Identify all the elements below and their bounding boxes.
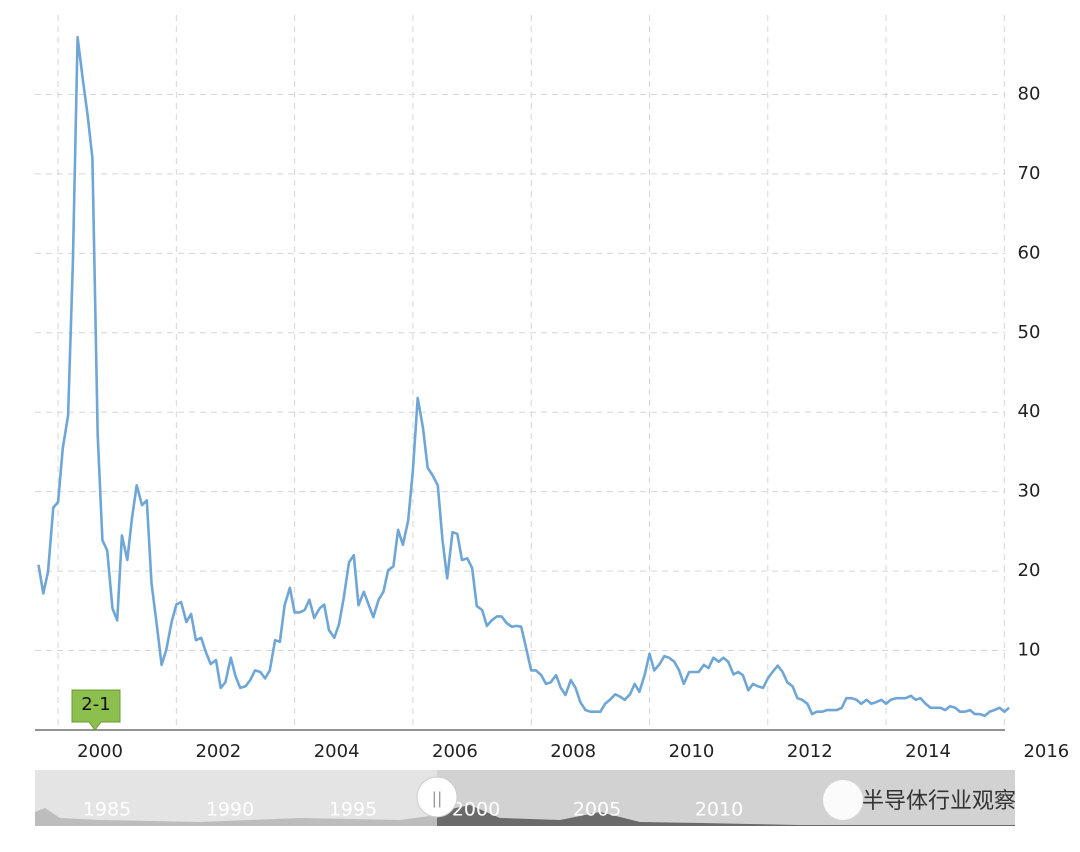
x-tick-label: 2008 xyxy=(550,741,596,762)
x-tick-label: 2010 xyxy=(669,741,715,762)
navigator-handle[interactable] xyxy=(416,776,458,818)
handle-grip: || xyxy=(432,789,443,808)
data-line xyxy=(37,35,1010,717)
y-tick-label: 20 xyxy=(1018,560,1041,581)
navigator-area xyxy=(35,808,437,826)
watermark: 半导体行业观察 xyxy=(862,789,1016,814)
y-tick-label: 60 xyxy=(1018,242,1041,263)
x-tick-label: 2004 xyxy=(314,741,360,762)
navigator-label: 1990 xyxy=(206,799,254,821)
watermark-icon xyxy=(823,780,863,820)
navigator-label: 1995 xyxy=(329,799,377,821)
annotation-flag xyxy=(71,689,121,731)
y-tick-label: 10 xyxy=(1018,640,1041,661)
y-tick-label: 70 xyxy=(1018,163,1041,184)
navigator-label: 2000 xyxy=(452,799,500,821)
navigator-label: 2005 xyxy=(573,799,621,821)
navigator-selection xyxy=(437,770,1015,826)
x-tick-label: 2016 xyxy=(1023,741,1069,762)
x-tick-label: 2002 xyxy=(195,741,241,762)
y-tick-label: 30 xyxy=(1018,481,1041,502)
annotation-text: 2-1 xyxy=(81,694,110,715)
y-tick-label: 80 xyxy=(1018,83,1041,104)
x-tick-label: 2014 xyxy=(905,741,951,762)
navigator-label: 1985 xyxy=(83,799,131,821)
navigator-area xyxy=(437,805,1015,826)
x-tick-label: 2006 xyxy=(432,741,478,762)
y-tick-label: 50 xyxy=(1018,322,1041,343)
y-tick-label: 40 xyxy=(1018,401,1041,422)
x-tick-label: 2000 xyxy=(77,741,123,762)
x-tick-label: 2012 xyxy=(787,741,833,762)
navigator-label: 2010 xyxy=(695,799,743,821)
